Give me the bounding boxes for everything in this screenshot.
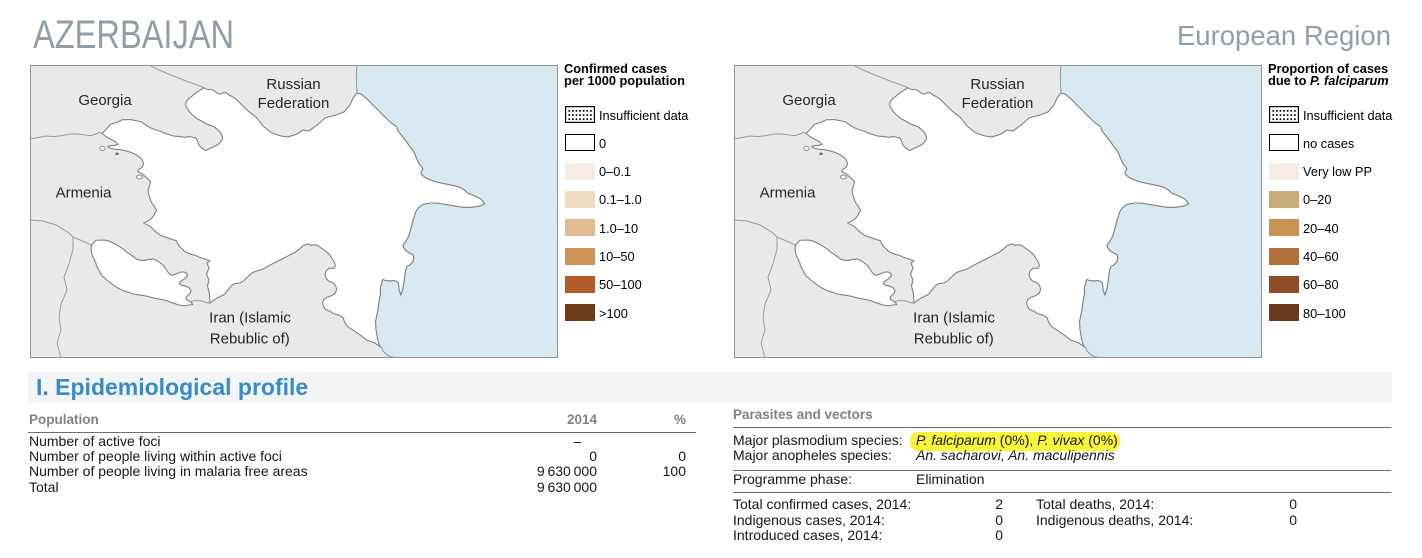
- svg-text:Georgia: Georgia: [78, 92, 132, 109]
- svg-text:Russian: Russian: [266, 76, 320, 93]
- svg-text:Iran (Islamic: Iran (Islamic: [209, 310, 291, 327]
- svg-text:Armenia: Armenia: [56, 185, 113, 202]
- svg-text:Federation: Federation: [258, 95, 330, 112]
- svg-text:Rebublic of): Rebublic of): [210, 331, 290, 348]
